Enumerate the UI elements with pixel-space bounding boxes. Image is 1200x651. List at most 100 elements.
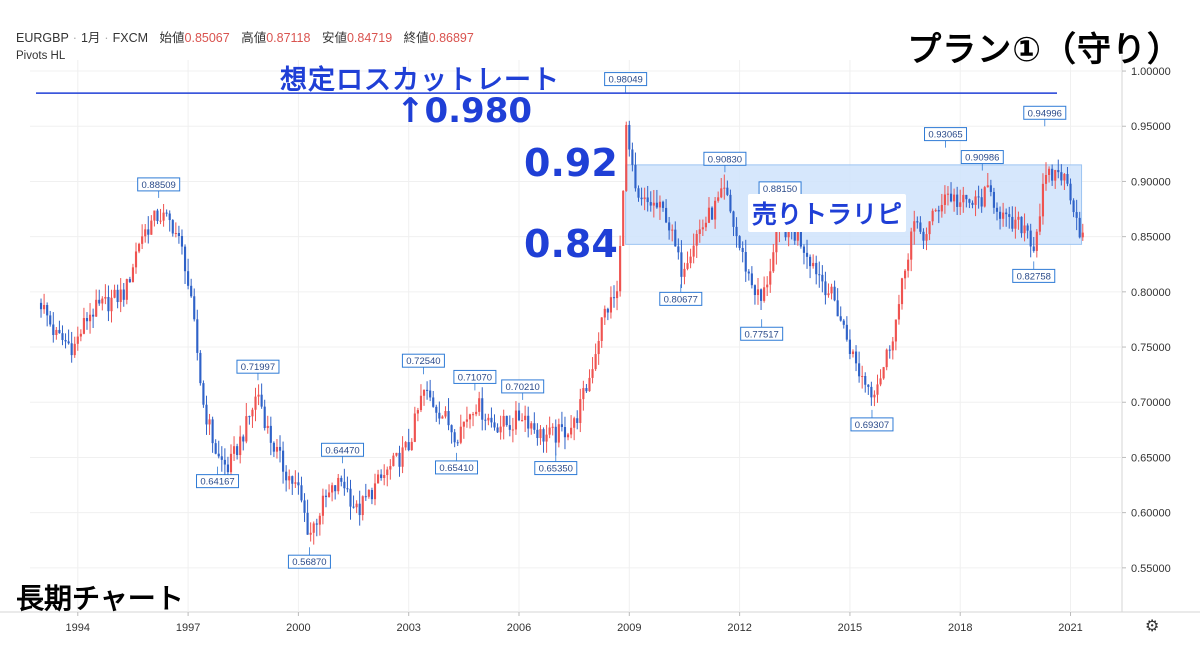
candle-body	[563, 427, 567, 438]
candle-body	[637, 188, 640, 198]
candle-body	[1048, 168, 1051, 175]
candle-body	[707, 207, 711, 223]
candle-body	[986, 185, 989, 188]
pivot-label: 0.80677	[664, 294, 698, 305]
candle-body	[205, 404, 208, 425]
candle-body	[1044, 174, 1048, 184]
pivot-label-box	[960, 150, 1004, 165]
candle-body	[147, 229, 150, 235]
candle-body	[125, 279, 128, 300]
candle-body	[692, 245, 695, 257]
pivot-label-box	[453, 369, 497, 384]
price-tick-label: 0.80000	[1131, 287, 1171, 299]
candle-body	[122, 289, 125, 300]
price-tick-label: 0.55000	[1131, 563, 1171, 575]
candle-body	[732, 211, 735, 227]
candle-body	[805, 252, 809, 257]
candle-body	[70, 343, 73, 356]
candle-body	[701, 227, 704, 230]
candle-body	[1041, 183, 1045, 217]
candle-body	[499, 426, 502, 433]
candle-body	[1011, 216, 1014, 229]
candle-body	[266, 425, 269, 429]
candle-body	[949, 193, 953, 202]
candle-body	[340, 477, 343, 482]
candle-body	[1008, 214, 1011, 217]
candle-body	[101, 298, 104, 304]
settings-gear-icon[interactable]: ⚙	[1145, 616, 1160, 635]
candle-body	[324, 495, 328, 498]
candle-body	[554, 426, 557, 443]
candle-body	[514, 410, 518, 430]
candle-body	[104, 296, 107, 299]
candle-body	[989, 185, 992, 192]
chart-header: EURGBP · 1月 · FXCM 始値0.85067 高値0.87118 安値0.8…	[16, 31, 474, 45]
candle-body	[407, 442, 410, 451]
time-tick-label: 2006	[507, 622, 531, 634]
candle-body	[533, 423, 536, 430]
candle-body	[536, 429, 539, 438]
candle-body	[1078, 217, 1081, 238]
candle-body	[438, 412, 441, 419]
candle-body	[658, 201, 662, 208]
candle-body	[88, 314, 92, 322]
candle-body	[43, 305, 46, 310]
candle-body	[383, 475, 386, 478]
candle-body	[625, 124, 628, 191]
candle-body	[652, 202, 655, 206]
candle-body	[998, 211, 1002, 219]
pivot-label-box	[703, 151, 747, 166]
candle-body	[245, 416, 248, 442]
candle-body	[900, 278, 904, 305]
candle-body	[364, 496, 367, 498]
candle-body	[720, 188, 723, 198]
pivot-label: 0.93065	[928, 130, 962, 141]
candle-body	[349, 488, 352, 507]
pivot-label: 0.70210	[506, 382, 540, 393]
candle-body	[971, 202, 974, 205]
candle-body	[343, 481, 346, 489]
pivot-label: 0.65350	[539, 464, 573, 475]
candle-body	[395, 452, 398, 456]
candle-body	[278, 446, 282, 451]
candle-body	[1002, 212, 1005, 219]
candle-body	[591, 369, 594, 378]
pivot-label-box	[924, 127, 968, 142]
candle-body	[888, 349, 891, 351]
candle-body	[959, 202, 962, 207]
candle-body	[1066, 174, 1069, 184]
candle-body	[459, 426, 462, 443]
symbol-label[interactable]: EURGBP	[16, 31, 69, 45]
candle-body	[677, 246, 680, 253]
pivot-label-box	[137, 177, 181, 192]
candle-body	[321, 495, 324, 516]
candle-body	[726, 187, 729, 195]
candle-body	[248, 416, 251, 418]
candle-body	[254, 396, 257, 410]
candle-body	[965, 194, 968, 200]
candle-body	[288, 476, 291, 481]
candle-body	[956, 194, 959, 207]
pivot-label-box	[850, 417, 894, 432]
candle-body	[373, 483, 377, 500]
candle-body	[588, 377, 591, 392]
interval-label[interactable]: 1月	[80, 31, 101, 45]
candle-body	[560, 424, 563, 428]
candle-body	[294, 482, 297, 484]
candle-body	[300, 485, 303, 501]
candle-body	[242, 436, 245, 442]
indicator-label[interactable]: Pivots HL	[16, 50, 66, 62]
corner-label: 長期チャート	[16, 582, 184, 615]
candle-body	[539, 429, 542, 438]
candle-body	[453, 432, 456, 443]
candle-body	[710, 207, 714, 220]
candle-body	[426, 389, 429, 391]
candle-body	[46, 305, 49, 316]
candle-body	[67, 341, 70, 344]
pivot-label: 0.88150	[763, 184, 797, 195]
candle-body	[992, 191, 995, 208]
time-tick-label: 2012	[727, 622, 751, 634]
candle-body	[579, 399, 582, 423]
candle-body	[352, 506, 355, 508]
candle-body	[285, 471, 288, 481]
